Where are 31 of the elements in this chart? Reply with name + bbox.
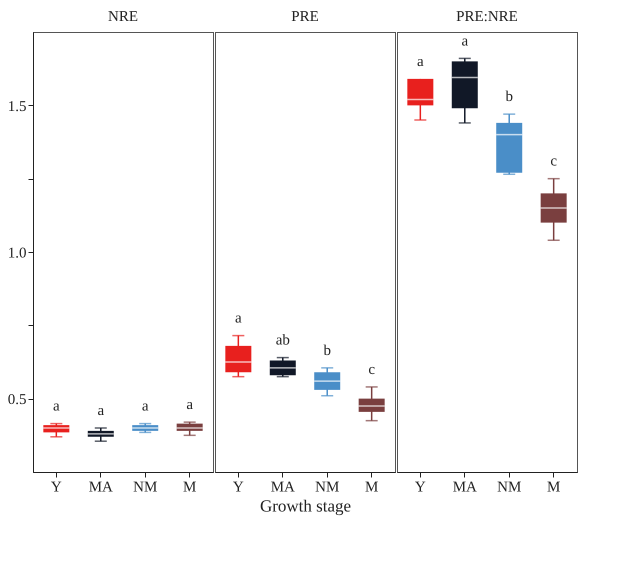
x-tick-label: M xyxy=(546,480,560,496)
x-tick-label: NM xyxy=(315,480,340,496)
x-tick-label: MA xyxy=(452,480,478,496)
x-tick-label: M xyxy=(182,480,196,496)
x-tick-label: Y xyxy=(50,480,62,496)
annotation: a xyxy=(416,54,424,70)
annotation: c xyxy=(550,154,558,170)
chart-title: PRE xyxy=(291,9,319,25)
x-tick-label: Y xyxy=(414,480,426,496)
annotation: a xyxy=(186,397,194,414)
y-tick-label: 0.5 xyxy=(8,392,26,408)
annotation: a xyxy=(461,33,468,50)
annotation: ab xyxy=(276,332,290,349)
x-tick-label: Y xyxy=(232,480,244,496)
x-tick-label: MA xyxy=(88,480,114,496)
annotation: a xyxy=(142,398,149,415)
annotation: a xyxy=(52,398,60,415)
chart-title: NRE xyxy=(108,9,138,25)
x-axis-title: Growth stage xyxy=(260,496,352,516)
x-tick-label: NM xyxy=(133,480,158,496)
annotation: c xyxy=(368,362,376,378)
annotation: a xyxy=(97,403,104,419)
chart-title: PRE:NRE xyxy=(456,9,518,25)
x-tick-label: NM xyxy=(497,480,522,496)
y-tick-label: 1.5 xyxy=(8,98,26,115)
x-tick-label: MA xyxy=(270,480,296,496)
annotation: a xyxy=(234,310,242,327)
annotation: b xyxy=(505,89,513,106)
y-tick-label: 1.0 xyxy=(8,246,26,262)
x-tick-label: M xyxy=(364,480,378,496)
annotation: b xyxy=(323,342,331,359)
